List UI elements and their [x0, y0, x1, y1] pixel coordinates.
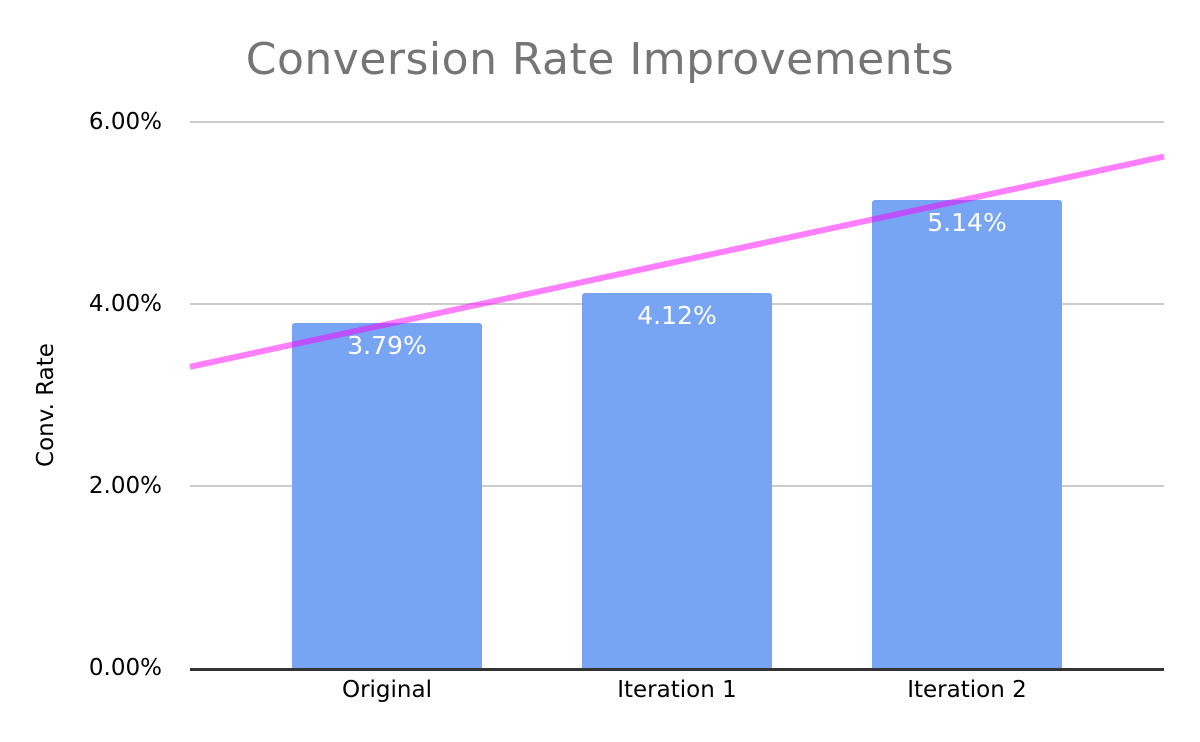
- bar-value-label: 5.14%: [927, 208, 1007, 238]
- x-axis-baseline: [190, 668, 1164, 671]
- y-axis-tick-label: 0.00%: [88, 655, 162, 681]
- bar-original: [292, 323, 482, 668]
- plot-area: 3.79% 4.12% 5.14%: [189, 121, 1165, 671]
- y-axis-tick-labels: 0.00% 2.00% 4.00% 6.00%: [0, 109, 176, 681]
- x-axis-labels: Original Iteration 1 Iteration 2: [190, 677, 1164, 709]
- y-axis-tick-label: 6.00%: [88, 109, 162, 135]
- trendline: [189, 153, 1165, 370]
- trendline-layer: [189, 153, 1165, 370]
- gridline: [190, 121, 1164, 123]
- bar-iteration-1: [582, 293, 772, 668]
- x-axis-label: Original: [341, 677, 432, 703]
- chart-title: Conversion Rate Improvements: [245, 34, 955, 85]
- bar-value-label: 3.79%: [347, 331, 427, 361]
- bar-iteration-2: [872, 200, 1062, 668]
- x-axis-label: Iteration 1: [617, 677, 737, 703]
- y-axis-tick-label: 4.00%: [88, 291, 162, 317]
- y-axis-tick-label: 2.00%: [88, 473, 162, 499]
- x-axis-label: Iteration 2: [907, 677, 1027, 703]
- bar-value-label: 4.12%: [637, 301, 717, 331]
